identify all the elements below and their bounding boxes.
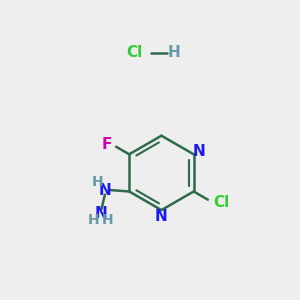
Text: N: N (193, 144, 206, 159)
Text: N: N (98, 183, 111, 198)
Text: H: H (88, 213, 99, 227)
Text: H: H (168, 45, 181, 60)
Text: Cl: Cl (126, 45, 142, 60)
Text: N: N (95, 206, 108, 221)
Text: Cl: Cl (214, 195, 230, 210)
Text: H: H (102, 213, 114, 227)
Text: H: H (92, 175, 103, 189)
Text: N: N (155, 209, 168, 224)
Text: F: F (101, 137, 112, 152)
